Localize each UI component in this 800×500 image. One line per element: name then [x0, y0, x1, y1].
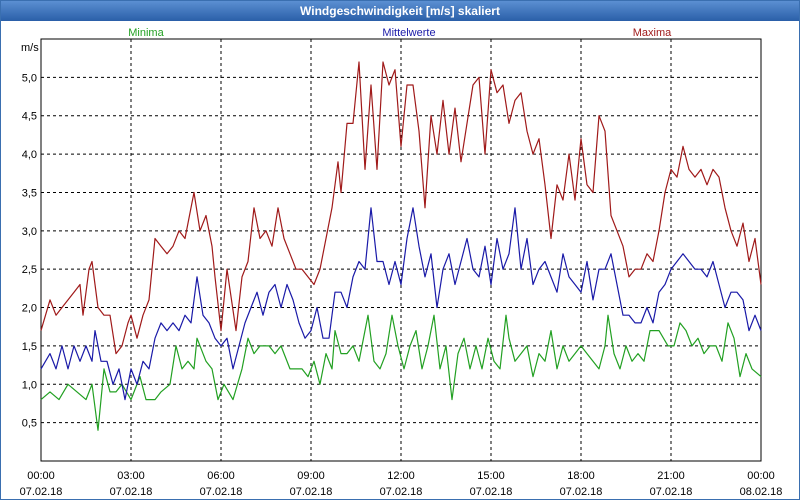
series-line-minima [40, 314, 762, 431]
y-tick-label: 3,5 [22, 187, 37, 199]
x-tick-date: 08.02.18 [740, 486, 783, 498]
grid-lines [41, 39, 761, 461]
x-axis-ticks: 00:00 07.02.18 03:00 07.02.18 06:00 07.02.18 0… [20, 470, 783, 498]
series-line-mittelwerte [40, 207, 762, 401]
legend-entry: Mittelwerte [382, 27, 435, 39]
y-tick-label: 3,0 [22, 226, 37, 238]
x-tick-time: 21:00 [657, 470, 685, 482]
x-tick-time: 00:00 [27, 470, 55, 482]
x-tick-date: 07.02.18 [380, 486, 423, 498]
y-tick-label: 4,5 [22, 111, 37, 123]
x-tick-time: 06:00 [207, 470, 235, 482]
series-line-maxima [40, 61, 762, 355]
x-tick-time: 18:00 [567, 470, 595, 482]
x-tick-date: 07.02.18 [110, 486, 153, 498]
x-tick-date: 07.02.18 [470, 486, 513, 498]
x-tick-time: 15:00 [477, 470, 505, 482]
y-axis-label: m/s [21, 42, 39, 54]
window-title: Windgeschwindigkeit [m/s] skaliert [1, 1, 799, 21]
y-tick-label: 0,5 [22, 418, 37, 430]
y-tick-label: 4,0 [22, 149, 37, 161]
x-tick-date: 07.02.18 [20, 486, 63, 498]
legend-entry: Minima [128, 27, 164, 39]
line-chart: 0,5 1,0 1,5 2,0 2,5 3,0 3,5 4,0 4,5 5,0 00:00 07.0… [20, 27, 783, 498]
y-tick-label: 1,5 [22, 341, 37, 353]
x-tick-time: 09:00 [297, 470, 325, 482]
x-tick-date: 07.02.18 [560, 486, 603, 498]
y-tick-label: 1,0 [22, 379, 37, 391]
y-tick-label: 2,0 [22, 303, 37, 315]
legend-entry: Maxima [633, 27, 672, 39]
y-tick-label: 5,0 [22, 72, 37, 84]
x-tick-time: 03:00 [117, 470, 145, 482]
x-tick-time: 00:00 [747, 470, 775, 482]
x-tick-date: 07.02.18 [290, 486, 333, 498]
y-axis-ticks: 0,5 1,0 1,5 2,0 2,5 3,0 3,5 4,0 4,5 5,0 [22, 72, 37, 429]
x-tick-date: 07.02.18 [650, 486, 693, 498]
x-tick-date: 07.02.18 [200, 486, 243, 498]
x-tick-time: 12:00 [387, 470, 415, 482]
y-tick-label: 2,5 [22, 264, 37, 276]
legend: Minima Mittelwerte Maxima [128, 27, 672, 39]
series-lines [40, 61, 762, 431]
